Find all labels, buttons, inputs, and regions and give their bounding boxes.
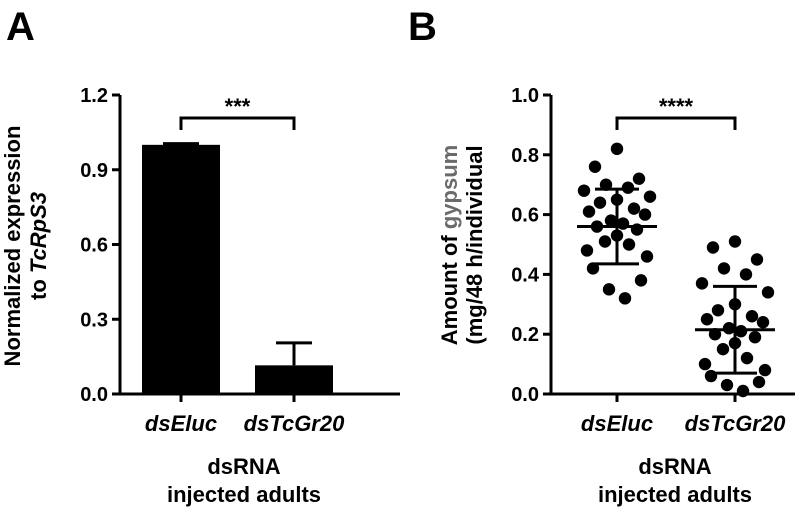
chart-b-xlabel-line1: dsRNA	[638, 454, 711, 479]
chart-b-point	[622, 238, 636, 251]
chart-a-ylabel: Normalized expression to TcRpS3	[0, 126, 51, 367]
chart-b-point	[706, 241, 720, 254]
chart-b-point	[582, 205, 596, 218]
chart-b-point	[638, 208, 652, 221]
chart-a-significance-label: ***	[225, 94, 251, 119]
chart-b-point	[618, 292, 632, 305]
chart-a-ylabel-gene: TcRpS3	[26, 192, 51, 273]
chart-b-significance-bracket	[615, 116, 737, 130]
chart-b-point	[750, 253, 764, 266]
chart-b-ylabel-gypsum: gypsum	[437, 145, 462, 229]
chart-b-significance-label: ****	[659, 94, 694, 119]
chart-a-ytick-label: 0.0	[80, 384, 108, 406]
chart-b-point	[717, 262, 731, 275]
chart-a-ylabel-line1: Normalized expression	[0, 126, 25, 367]
chart-b-point	[720, 378, 734, 392]
chart-a-bar	[255, 365, 333, 394]
chart-b-point	[577, 184, 591, 197]
chart-b-point	[634, 274, 648, 287]
chart-b-point	[632, 172, 646, 185]
chart-b-point	[580, 244, 594, 257]
chart-a: Normalized expression to TcRpS3 dsRNA in…	[0, 85, 400, 507]
chart-b-ylabel-line2: (mg/48 h/individual	[462, 145, 487, 344]
chart-b-point	[752, 375, 766, 389]
chart-b-ytick-label: 0.8	[511, 145, 539, 167]
chart-b-point	[700, 313, 714, 326]
chart-a-ylabel-line2: to TcRpS3	[26, 192, 51, 300]
chart-b-point	[745, 310, 759, 323]
chart-a-ytick-label: 0.6	[80, 235, 108, 257]
chart-a-bar	[142, 144, 220, 394]
chart-b-point	[598, 235, 612, 248]
chart-b-point	[716, 342, 730, 356]
chart-b-point	[698, 357, 712, 371]
chart-b-xlabel-line2: injected adults	[598, 482, 752, 507]
chart-b-point	[758, 363, 772, 377]
chart-b-point	[740, 351, 754, 365]
chart-b-ytick-label: 1.0	[511, 85, 539, 107]
chart-b-ylabel-prefix: Amount of	[437, 229, 462, 345]
chart-b: Amount of gypsum (mg/48 h/individual dsR…	[437, 85, 795, 507]
chart-a-category-label: dsEluc	[145, 411, 217, 436]
chart-b-point	[593, 196, 607, 209]
chart-a-significance-bracket	[179, 116, 296, 130]
chart-a-xlabel-line1: dsRNA	[207, 454, 280, 479]
chart-b-point	[711, 304, 725, 317]
chart-b-point	[756, 316, 770, 329]
chart-b-point	[588, 160, 602, 173]
chart-b-point	[728, 235, 742, 248]
chart-b-ytick-label: 0.6	[511, 205, 539, 227]
chart-b-point	[761, 286, 775, 299]
chart-b-point	[736, 384, 750, 398]
chart-a-category-label: dsTcGr20	[244, 411, 345, 436]
chart-a-xlabel-line2: injected adults	[167, 482, 321, 507]
chart-b-point	[602, 283, 616, 296]
chart-b-category-label: dsTcGr20	[685, 411, 786, 436]
chart-b-point	[610, 142, 624, 156]
chart-b-ytick-label: 0.4	[511, 264, 540, 286]
chart-a-ytick-label: 0.3	[80, 309, 108, 331]
chart-b-point	[627, 202, 641, 215]
chart-a-ytick-label: 1.2	[80, 85, 108, 107]
chart-b-ylabel: Amount of gypsum (mg/48 h/individual	[437, 145, 487, 345]
chart-b-ytick-label: 0.2	[511, 324, 539, 346]
chart-b-category-label: dsEluc	[581, 411, 653, 436]
chart-a-ytick-label: 0.9	[80, 160, 108, 182]
panel-label-b: B	[408, 5, 437, 49]
chart-a-ylabel-to: to	[26, 273, 51, 300]
chart-b-ytick-label: 0.0	[511, 384, 539, 406]
panel-label-a: A	[6, 5, 35, 49]
chart-b-point	[748, 330, 762, 344]
chart-b-point	[604, 214, 618, 227]
chart-b-ylabel-line1: Amount of gypsum	[437, 145, 462, 345]
chart-b-point	[739, 268, 753, 281]
chart-b-point	[643, 190, 657, 203]
chart-b-point	[640, 250, 654, 263]
chart-b-point	[695, 277, 709, 290]
